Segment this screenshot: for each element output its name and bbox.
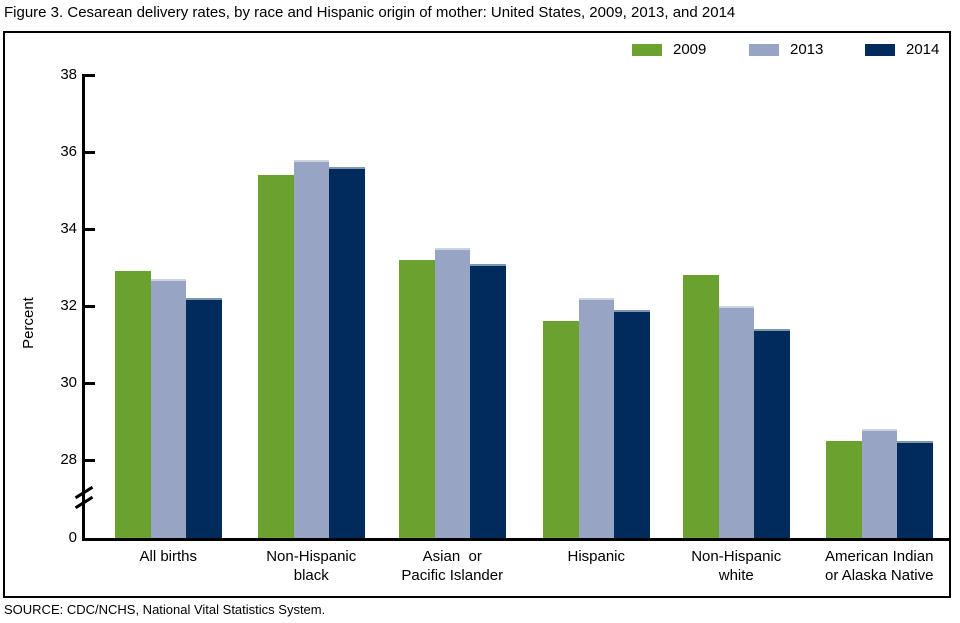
bar-2013 (434, 248, 470, 538)
bar-2013 (718, 306, 754, 538)
legend-label-2013: 2013 (790, 41, 824, 58)
bar-2014 (329, 167, 365, 538)
bar-group (683, 75, 790, 538)
x-category-label: All births (139, 548, 198, 565)
x-category-label: Asian or Pacific Islander (401, 548, 504, 584)
y-tick-label: 36 (60, 143, 77, 160)
bar-group (543, 75, 650, 538)
bar-2013 (578, 298, 614, 538)
y-axis-title: Percent (20, 297, 37, 349)
bar-2009 (399, 259, 435, 538)
y-tick-label: 30 (60, 374, 77, 391)
x-category-label: American Indian or Alaska Native (825, 548, 934, 584)
bar-group (826, 75, 933, 538)
bar-2014 (614, 309, 650, 538)
y-axis-line (82, 75, 85, 541)
chart-frame: 2009 2013 2014 Percent 38 36 34 32 30 28 0 All b… (3, 31, 951, 598)
bar-2009 (683, 275, 719, 538)
bar-2014 (897, 440, 933, 538)
legend-item-2014: 2014 (865, 42, 939, 58)
legend-label-2014: 2014 (906, 41, 940, 58)
legend-item-2013: 2013 (749, 42, 823, 58)
x-category-label: Hispanic (567, 548, 626, 565)
legend-label-2009: 2009 (673, 41, 707, 58)
y-tick-label: 34 (60, 220, 77, 237)
legend-swatch-2009 (632, 44, 662, 56)
bar-2013 (861, 429, 897, 538)
y-tick-mark (82, 228, 95, 231)
bar-2009 (543, 321, 579, 538)
bar-2009 (826, 440, 862, 538)
bar-group (258, 75, 365, 538)
source-note: SOURCE: CDC/NCHS, National Vital Statist… (4, 602, 326, 617)
bar-group (399, 75, 506, 538)
bar-2013 (293, 159, 329, 538)
y-tick-mark (82, 74, 95, 77)
x-axis-line (82, 538, 950, 541)
bar-2009 (258, 175, 294, 538)
bar-2014 (186, 298, 222, 538)
figure-title: Figure 3. Cesarean delivery rates, by ra… (4, 4, 736, 21)
bar-2013 (150, 279, 186, 538)
legend-swatch-2014 (865, 44, 895, 56)
legend-item-2009: 2009 (632, 42, 706, 58)
bar-2014 (754, 329, 790, 538)
plot-area: 2009 2013 2014 Percent 38 36 34 32 30 28 0 All b… (5, 33, 950, 596)
y-tick-label: 32 (60, 297, 77, 314)
y-tick-mark (82, 459, 95, 462)
legend-swatch-2013 (749, 44, 779, 56)
y-tick-mark (82, 151, 95, 154)
y-tick-mark (82, 382, 95, 385)
y-tick-label: 28 (60, 451, 77, 468)
x-category-label: Non-Hispanic white (691, 548, 782, 584)
y-tick-mark (82, 305, 95, 308)
bar-2014 (470, 263, 506, 538)
y-tick-label: 0 (68, 529, 77, 546)
bar-2009 (115, 271, 151, 538)
y-tick-label: 38 (60, 66, 77, 83)
bar-group (115, 75, 222, 538)
x-category-label: Non-Hispanic black (266, 548, 357, 584)
